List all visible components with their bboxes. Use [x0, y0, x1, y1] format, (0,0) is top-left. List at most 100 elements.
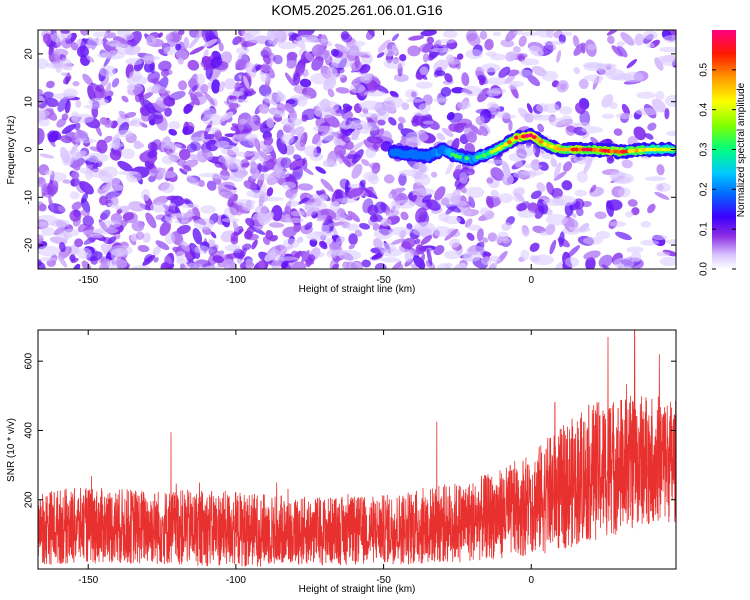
- noise-blob: [359, 64, 371, 74]
- noise-blob: [218, 42, 224, 52]
- noise-haze: [335, 212, 346, 222]
- noise-blob: [60, 72, 71, 77]
- noise-blob: [390, 238, 405, 245]
- noise-haze: [269, 249, 281, 262]
- noise-haze: [383, 48, 397, 57]
- noise-blob: [505, 51, 517, 62]
- noise-blob: [262, 236, 271, 246]
- noise-haze: [576, 171, 588, 183]
- noise-blob: [211, 79, 221, 94]
- noise-blob: [459, 185, 468, 194]
- noise-blob: [411, 194, 418, 203]
- noise-blob: [68, 244, 80, 256]
- noise-haze: [520, 249, 530, 261]
- noise-haze: [224, 244, 241, 252]
- noise-haze: [41, 227, 55, 236]
- spectrogram-y-tick-label: -10: [24, 190, 35, 205]
- noise-blob: [160, 262, 171, 269]
- noise-blob: [133, 140, 142, 150]
- ridge-core: [648, 147, 654, 152]
- noise-haze: [492, 31, 502, 37]
- noise-haze: [38, 233, 45, 239]
- noise-haze: [465, 49, 483, 59]
- noise-blob: [284, 214, 291, 220]
- noise-blob: [489, 255, 501, 263]
- noise-haze: [360, 72, 373, 84]
- noise-blob: [103, 119, 113, 128]
- noise-haze: [196, 73, 205, 86]
- noise-haze: [60, 150, 81, 162]
- noise-blob: [232, 36, 242, 46]
- noise-haze: [221, 217, 240, 223]
- noise-haze: [306, 38, 328, 44]
- noise-haze: [347, 50, 368, 56]
- noise-haze: [372, 103, 397, 113]
- noise-blob: [281, 260, 289, 269]
- noise-blob: [201, 148, 214, 161]
- noise-blob: [60, 135, 72, 144]
- noise-blob: [389, 261, 402, 269]
- noise-haze: [341, 124, 361, 129]
- noise-haze: [429, 47, 453, 53]
- snr-x-label: Height of straight line (km): [299, 584, 416, 595]
- noise-blob: [433, 245, 445, 256]
- noise-haze: [514, 160, 523, 168]
- noise-blob: [545, 43, 557, 51]
- noise-blob: [217, 181, 235, 193]
- ridge-core: [652, 147, 658, 152]
- noise-haze: [260, 196, 284, 202]
- noise-blob: [289, 123, 295, 138]
- colorbar-tick-label: 0.4: [699, 102, 710, 116]
- noise-blob: [206, 180, 217, 191]
- noise-blob: [627, 199, 638, 207]
- noise-blob: [222, 259, 236, 269]
- snr-y-tick-label: 600: [24, 352, 35, 369]
- noise-blob: [444, 73, 453, 83]
- noise-haze: [84, 152, 109, 163]
- spectrogram-y-tick-label: -20: [24, 237, 35, 252]
- noise-blob: [175, 43, 182, 51]
- noise-blob: [256, 212, 266, 224]
- noise-haze: [390, 200, 401, 213]
- noise-blob: [214, 129, 223, 141]
- noise-blob: [422, 53, 429, 63]
- noise-haze: [63, 88, 78, 99]
- ridge-core: [645, 147, 651, 152]
- noise-blob: [262, 54, 271, 65]
- noise-haze: [346, 223, 360, 231]
- colorbar-tick-label: 0.1: [699, 222, 710, 236]
- noise-haze: [171, 212, 195, 218]
- noise-haze: [609, 221, 627, 227]
- noise-blob: [100, 209, 111, 221]
- noise-haze: [125, 57, 143, 66]
- noise-haze: [309, 152, 324, 162]
- noise-haze: [498, 193, 513, 203]
- noise-blob: [466, 131, 478, 143]
- noise-blob: [186, 121, 195, 131]
- noise-blob: [293, 154, 302, 161]
- ridge-core: [531, 135, 537, 140]
- colorbar: 0.0 0.1 0.2 0.3 0.4 0.5 Normalized spectral a…: [699, 30, 747, 276]
- noise-blob: [371, 252, 384, 260]
- noise-blob: [324, 75, 337, 86]
- noise-blob: [456, 118, 473, 129]
- spectrogram-y-ticks: -20 -10 0 10 20: [24, 48, 676, 252]
- snr-x-ticks: -150 -100 -50 0: [78, 330, 534, 586]
- noise-haze: [626, 246, 644, 253]
- noise-blob: [372, 141, 382, 150]
- noise-blob: [189, 45, 205, 55]
- noise-blob: [294, 126, 305, 135]
- noise-blob: [556, 80, 569, 93]
- noise-blob: [512, 46, 521, 53]
- noise-haze: [444, 250, 462, 260]
- noise-blob: [578, 78, 589, 90]
- noise-haze: [50, 32, 65, 43]
- noise-blob: [418, 208, 426, 215]
- noise-blob: [633, 126, 646, 141]
- noise-blob: [180, 263, 187, 269]
- noise-blob: [372, 223, 380, 231]
- ridge-core: [574, 147, 580, 152]
- noise-haze: [651, 234, 668, 240]
- noise-haze: [413, 111, 430, 117]
- noise-blob: [70, 41, 79, 51]
